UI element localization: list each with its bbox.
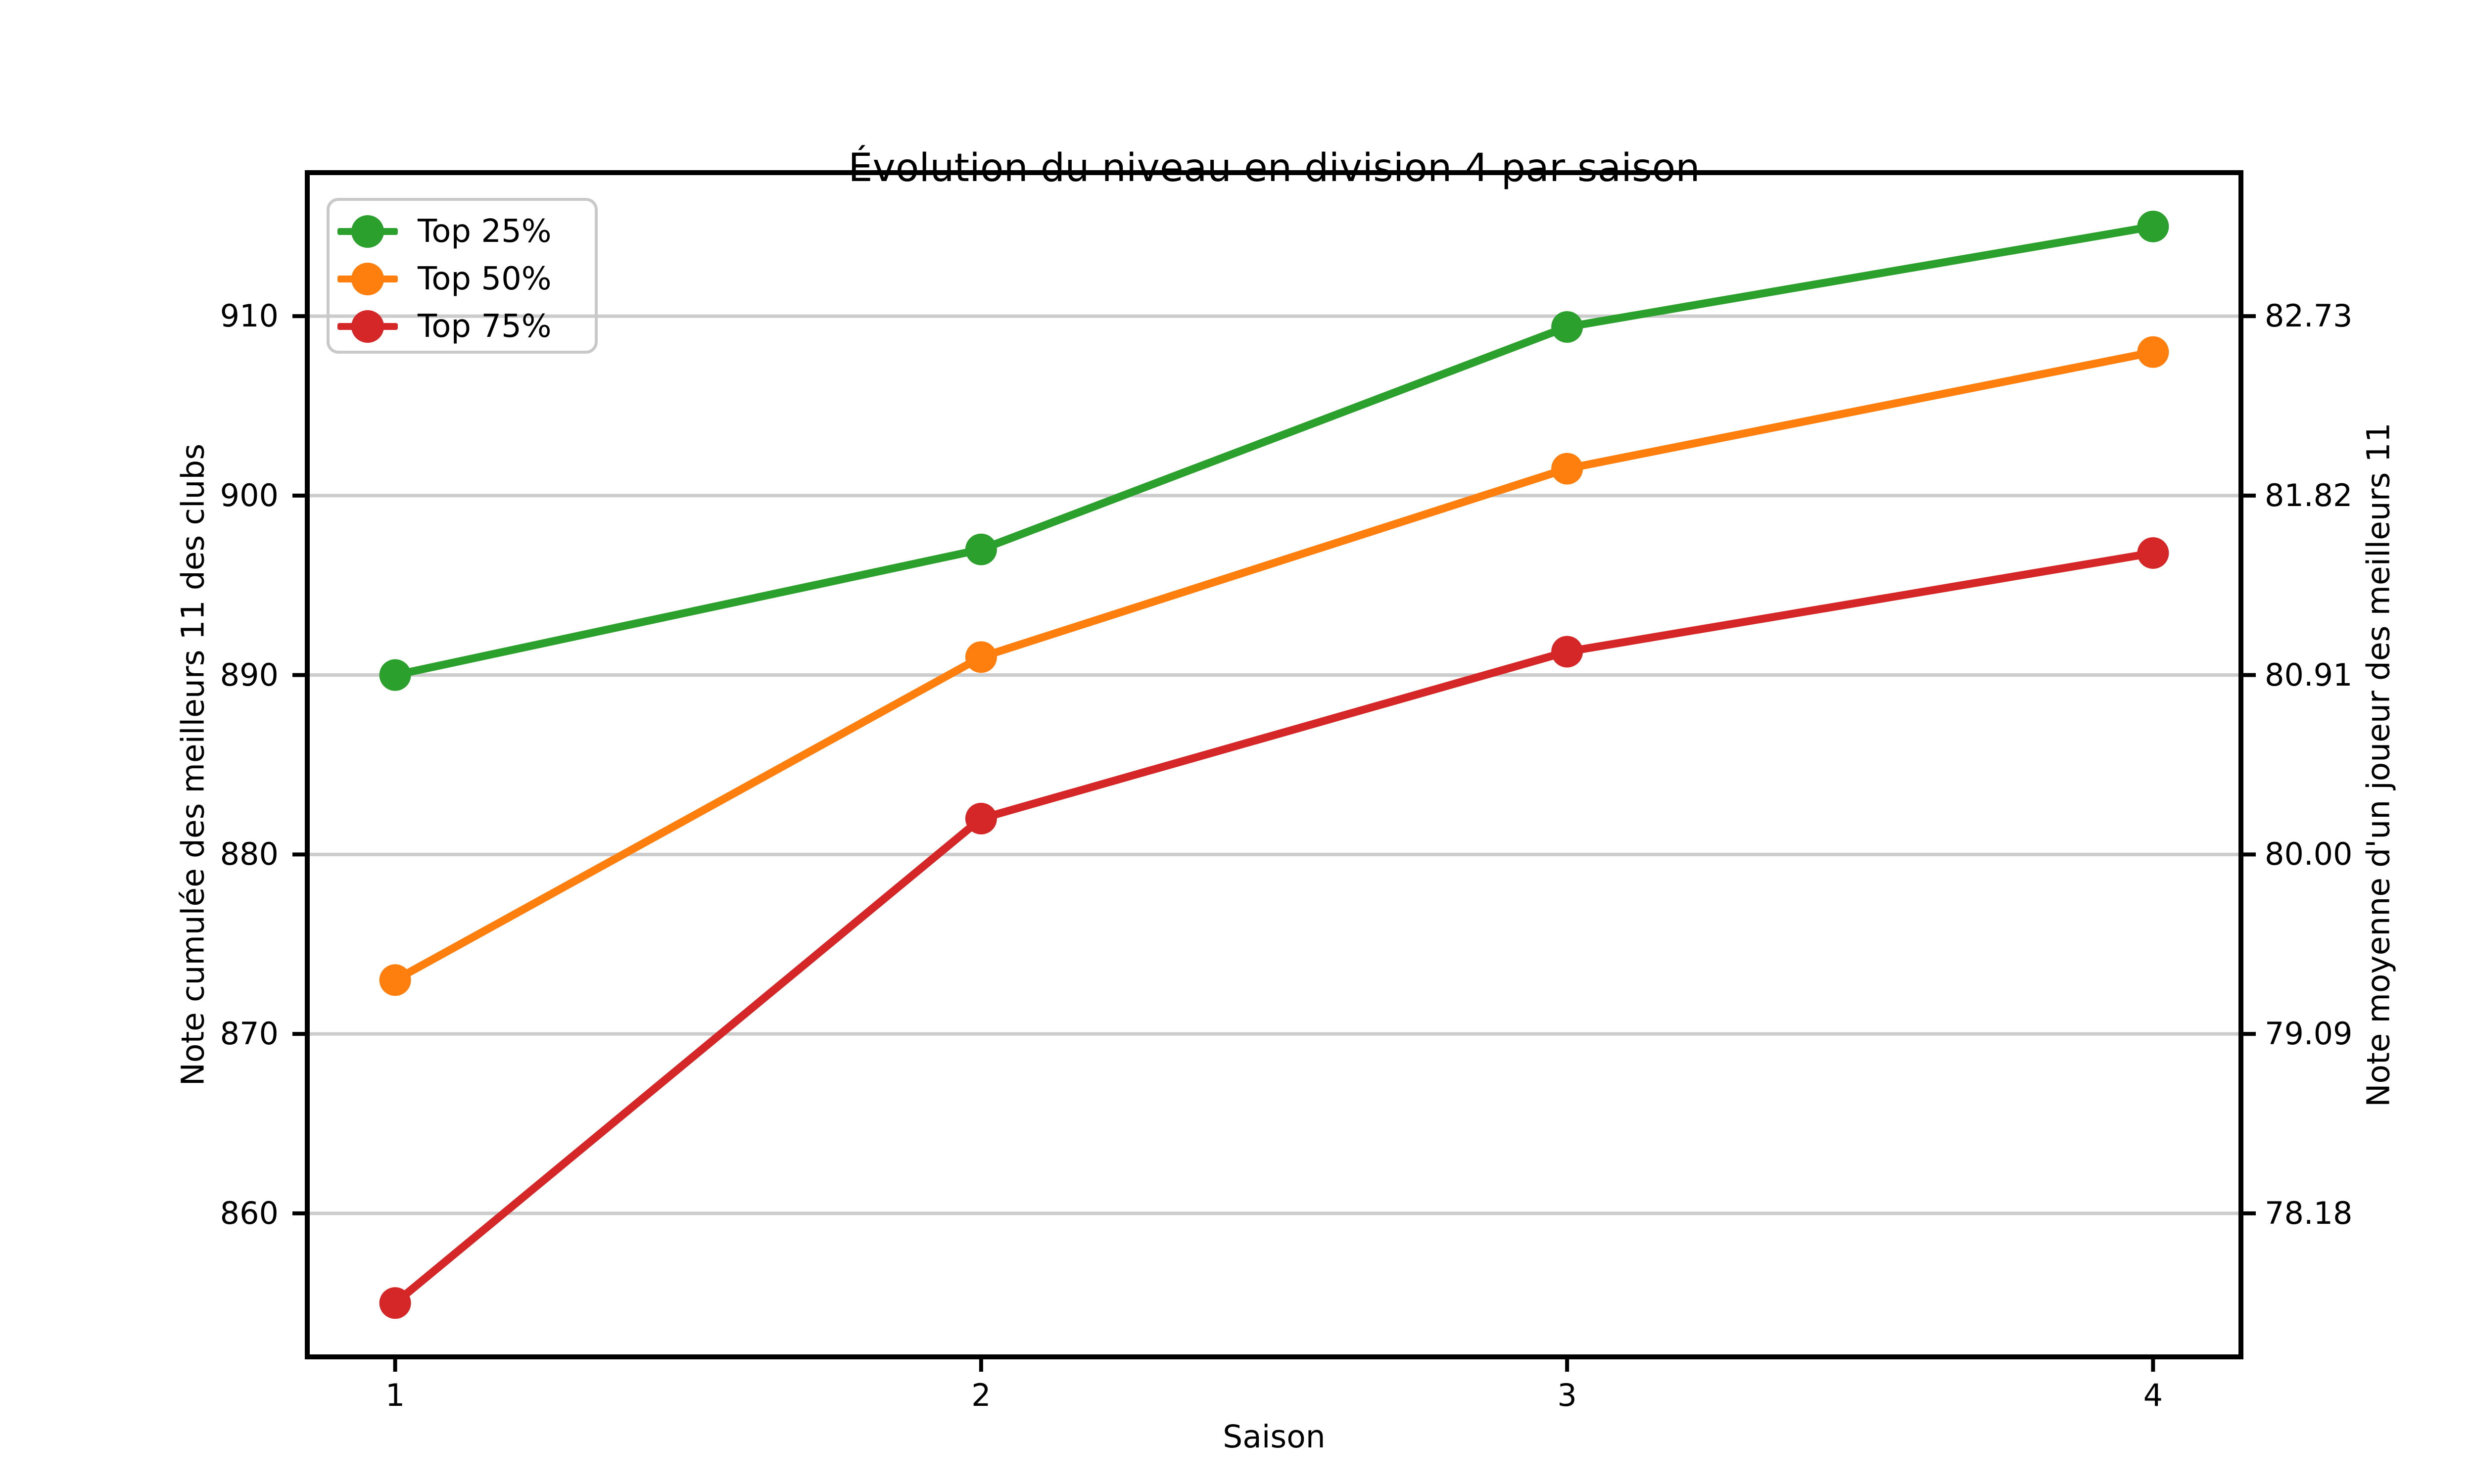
legend-marker-dot <box>351 310 384 343</box>
y-tick-label-right: 78.18 <box>2265 1195 2353 1231</box>
data-point-marker <box>965 802 997 835</box>
legend-label: Top 75% <box>418 308 552 345</box>
y-tick-label-left: 910 <box>220 298 279 334</box>
y-tick-label-right: 80.00 <box>2265 836 2353 873</box>
series-line-top-50- <box>391 348 2157 984</box>
y-tick-label-left: 880 <box>220 836 279 873</box>
x-tick-label: 3 <box>1557 1377 1577 1413</box>
data-point-marker <box>1551 311 1583 343</box>
legend-swatch-top-50 <box>337 255 398 303</box>
legend-item-top-25: Top 25% <box>337 208 585 255</box>
x-axis-label: Saison <box>1223 1419 1326 1455</box>
legend-label: Top 50% <box>418 261 552 297</box>
y-axis-label-left: Note cumulée des meilleurs 11 des clubs <box>175 443 211 1086</box>
y-tick-label-left: 890 <box>220 656 279 693</box>
series-line-top-25- <box>391 222 2157 679</box>
y-tick-label-right: 82.73 <box>2265 298 2353 334</box>
data-point-marker <box>379 1287 411 1319</box>
y-tick-label-left: 870 <box>220 1016 279 1052</box>
legend: Top 25% Top 50% Top 75% <box>327 198 598 354</box>
series-line-top-75- <box>391 549 2157 1307</box>
legend-item-top-75: Top 75% <box>337 303 585 350</box>
data-point-marker <box>2137 336 2169 368</box>
x-tick-label: 4 <box>2143 1377 2163 1413</box>
data-point-marker <box>2137 537 2169 569</box>
y-tick-label-right: 79.09 <box>2265 1016 2353 1052</box>
plot-border <box>305 170 2243 1359</box>
x-tick-label: 1 <box>385 1377 405 1413</box>
legend-marker-dot <box>351 263 384 295</box>
data-point-marker <box>2137 210 2169 242</box>
y-tick-label-right: 81.82 <box>2265 477 2353 513</box>
legend-swatch-top-25 <box>337 208 398 255</box>
data-point-marker <box>965 641 997 673</box>
legend-label: Top 25% <box>418 213 552 250</box>
y-axis-label-right: Note moyenne d'un joueur des meilleurs 1… <box>2360 422 2397 1107</box>
data-point-marker <box>379 964 411 996</box>
chart-title: Évolution du niveau en division 4 par sa… <box>848 146 1700 190</box>
legend-swatch-top-75 <box>337 303 398 350</box>
data-point-marker <box>1551 636 1583 668</box>
y-tick-label-left: 900 <box>220 477 279 513</box>
data-point-marker <box>379 659 411 691</box>
data-point-marker <box>965 533 997 565</box>
data-point-marker <box>1551 453 1583 485</box>
legend-item-top-50: Top 50% <box>337 255 585 303</box>
y-tick-label-left: 860 <box>220 1195 279 1231</box>
y-tick-label-right: 80.91 <box>2265 656 2353 693</box>
legend-marker-dot <box>351 215 384 248</box>
x-tick-label: 2 <box>971 1377 991 1413</box>
